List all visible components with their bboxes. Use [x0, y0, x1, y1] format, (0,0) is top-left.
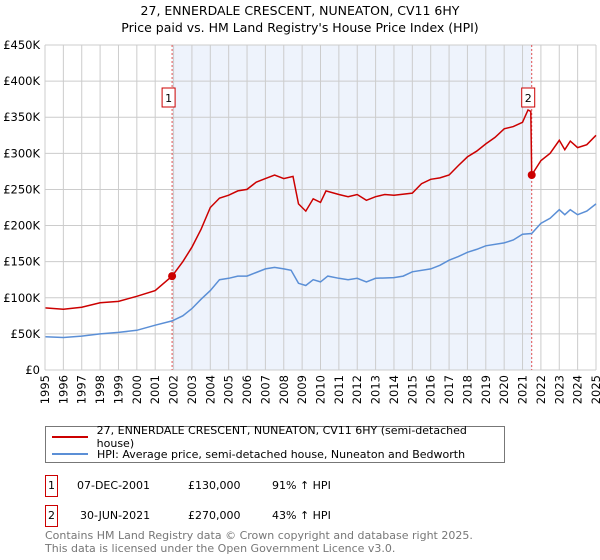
- y-tick-label: £100K: [3, 291, 40, 305]
- sale-label: 1: [165, 92, 172, 105]
- transaction-hpi: 91% ↑ HPI: [272, 479, 331, 492]
- sale-label: 2: [525, 92, 532, 105]
- y-tick-label: £450K: [3, 38, 40, 52]
- transaction-date: 30-JUN-2021: [80, 509, 151, 522]
- x-tick-label: 2000: [130, 375, 144, 404]
- hpi-line: [44, 203, 597, 339]
- chart-subtitle: Price paid vs. HM Land Registry's House …: [121, 20, 479, 35]
- x-tick-label: 2020: [497, 375, 511, 404]
- transaction-date: 07-DEC-2001: [77, 479, 151, 492]
- footer-licence: This data is licensed under the Open Gov…: [45, 542, 396, 555]
- x-tick-label: 2012: [350, 375, 364, 404]
- x-tick-label: 2015: [405, 375, 419, 404]
- y-tick-label: £400K: [3, 74, 40, 88]
- price-chart: 1995 1996 1997 1998 1999 2000 2001 2002 2003 2004…: [3, 38, 600, 404]
- x-tick-label: 1995: [38, 375, 52, 404]
- y-tick-label: £200K: [3, 219, 40, 233]
- x-tick-label: 2023: [552, 375, 566, 404]
- x-tick-label: 2022: [534, 375, 548, 404]
- x-tick-label: 2004: [203, 375, 217, 404]
- transaction-marker: 2: [45, 505, 58, 527]
- transaction-price: £270,000: [188, 509, 241, 522]
- x-tick-label: 1996: [56, 375, 70, 404]
- x-tick-label: 2024: [571, 375, 585, 404]
- x-tick-label: 2009: [295, 375, 309, 404]
- y-tick-label: £0: [25, 363, 40, 377]
- x-tick-label: 2021: [516, 375, 530, 404]
- transaction-hpi: 43% ↑ HPI: [272, 509, 331, 522]
- sale-label-box: [161, 87, 176, 108]
- x-tick-label: 2005: [222, 375, 236, 404]
- property-price-line: [44, 108, 597, 311]
- legend-item-hpi: HPI: Average price, semi-detached house,…: [52, 446, 465, 462]
- x-tick-label: 2010: [314, 375, 328, 404]
- x-tick-label: 2016: [424, 375, 438, 404]
- chart-title: 27, ENNERDALE CRESCENT, NUNEATON, CV11 6…: [140, 3, 460, 18]
- x-tick-label: 2011: [332, 375, 346, 404]
- transaction-price: £130,000: [188, 479, 241, 492]
- legend: 27, ENNERDALE CRESCENT, NUNEATON, CV11 6…: [45, 424, 505, 463]
- x-tick-label: 1998: [93, 375, 107, 404]
- sale-point: [527, 171, 536, 179]
- x-tick-label: 2001: [148, 375, 162, 404]
- sale-label-box: [521, 87, 536, 108]
- y-tick-label: £150K: [3, 255, 40, 269]
- x-tick-label: 2014: [387, 375, 401, 404]
- x-tick-label: 2018: [460, 375, 474, 404]
- x-tick-label: 2025: [589, 375, 600, 404]
- x-tick-label: 2008: [277, 375, 291, 404]
- legend-item-property: 27, ENNERDALE CRESCENT, NUNEATON, CV11 6…: [52, 424, 504, 450]
- footer-copyright: Contains HM Land Registry data © Crown c…: [45, 529, 473, 542]
- x-tick-label: 2013: [369, 375, 383, 404]
- sale-point: [168, 272, 177, 281]
- x-tick-label: 2002: [167, 375, 181, 404]
- y-tick-label: £350K: [3, 110, 40, 124]
- shaded-period: [172, 45, 532, 370]
- y-tick-label: £300K: [3, 146, 40, 160]
- legend-label: HPI: Average price, semi-detached house,…: [97, 447, 466, 461]
- legend-swatch-property: [52, 436, 88, 438]
- x-tick-label: 2003: [185, 375, 199, 404]
- x-tick-label: 2006: [240, 375, 254, 404]
- x-tick-label: 1997: [75, 375, 89, 404]
- x-tick-label: 2007: [258, 375, 272, 404]
- transaction-marker: 1: [45, 475, 58, 497]
- x-tick-label: 1999: [111, 375, 125, 404]
- legend-label: 27, ENNERDALE CRESCENT, NUNEATON, CV11 6…: [96, 424, 467, 450]
- x-tick-label: 2017: [442, 375, 456, 404]
- legend-swatch-hpi: [52, 453, 88, 455]
- x-tick-label: 2019: [479, 375, 493, 404]
- y-tick-label: £250K: [3, 182, 40, 196]
- y-tick-label: £50K: [11, 327, 41, 341]
